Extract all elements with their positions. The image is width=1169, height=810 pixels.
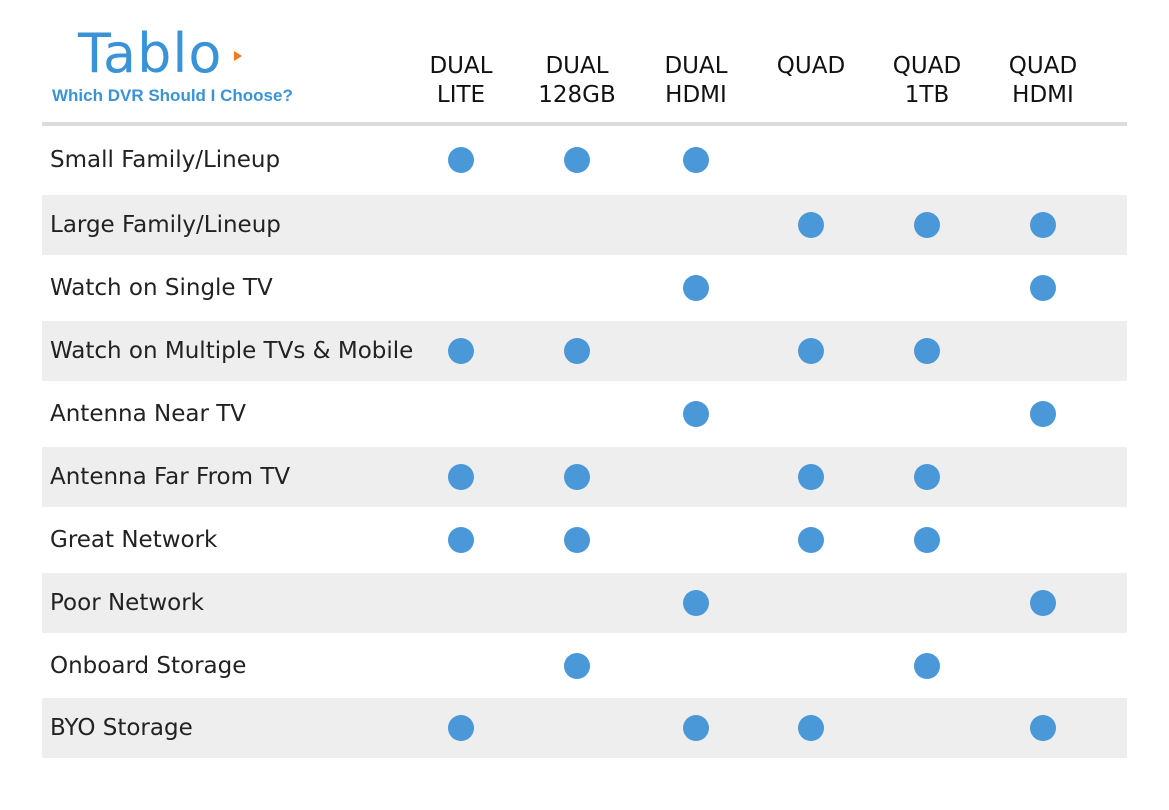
row-label: Onboard Storage xyxy=(50,652,247,679)
row-label: Large Family/Lineup xyxy=(50,212,281,238)
recommended-dot-icon xyxy=(564,652,590,679)
table-row: Antenna Near TV xyxy=(42,381,1127,447)
recommended-dot-icon xyxy=(914,527,940,553)
table-row: Great Network xyxy=(42,507,1127,573)
table-row: Watch on Single TV xyxy=(42,255,1127,321)
column-header: DUAL LITE xyxy=(401,52,521,110)
recommended-dot-icon xyxy=(1030,401,1056,427)
table-row: Onboard Storage xyxy=(42,633,1127,698)
recommended-dot-icon xyxy=(683,147,709,173)
table-row: BYO Storage xyxy=(42,698,1127,758)
row-label: BYO Storage xyxy=(50,715,193,741)
recommended-dot-icon xyxy=(798,212,824,238)
column-header-line1: QUAD xyxy=(892,53,962,79)
header-divider xyxy=(42,122,1127,126)
recommended-dot-icon xyxy=(564,527,590,553)
column-header-line1: DUAL xyxy=(429,53,493,79)
recommended-dot-icon xyxy=(1030,590,1056,616)
column-header: QUAD xyxy=(751,52,871,81)
recommended-dot-icon xyxy=(798,464,824,490)
logo-text: Tablo xyxy=(78,22,223,85)
column-header-line2: 1TB xyxy=(904,82,950,108)
column-header-line1: QUAD xyxy=(776,53,846,79)
recommended-dot-icon xyxy=(683,401,709,427)
column-header-line1: DUAL xyxy=(664,53,728,79)
column-header-line1: DUAL xyxy=(545,53,609,79)
recommended-dot-icon xyxy=(1030,275,1056,301)
column-header-line2: LITE xyxy=(436,82,486,108)
recommended-dot-icon xyxy=(683,715,709,741)
column-header-line2: 128GB xyxy=(538,82,616,108)
recommended-dot-icon xyxy=(798,338,824,364)
column-header-line2: HDMI xyxy=(665,82,727,108)
play-icon xyxy=(229,48,245,64)
column-header: DUAL 128GB xyxy=(517,52,637,110)
row-label: Poor Network xyxy=(50,590,204,616)
tablo-logo: Tablo xyxy=(78,26,268,82)
recommended-dot-icon xyxy=(448,527,474,553)
column-header-line2: HDMI xyxy=(1012,82,1074,108)
table-row: Watch on Multiple TVs & Mobile xyxy=(42,321,1127,381)
recommended-dot-icon xyxy=(914,212,940,238)
row-label: Watch on Multiple TVs & Mobile xyxy=(50,338,414,364)
column-header: DUAL HDMI xyxy=(636,52,756,110)
recommended-dot-icon xyxy=(448,147,474,173)
table-row: Antenna Far From TV xyxy=(42,447,1127,507)
recommended-dot-icon xyxy=(1030,212,1056,238)
row-label: Great Network xyxy=(50,527,218,553)
recommended-dot-icon xyxy=(914,652,940,679)
column-header: QUAD HDMI xyxy=(983,52,1103,110)
table-row: Small Family/Lineup xyxy=(42,129,1127,191)
table-row: Poor Network xyxy=(42,573,1127,633)
recommended-dot-icon xyxy=(798,715,824,741)
recommended-dot-icon xyxy=(448,338,474,364)
recommended-dot-icon xyxy=(564,338,590,364)
column-header-line1: QUAD xyxy=(1008,53,1078,79)
table-row: Large Family/Lineup xyxy=(42,195,1127,255)
page-subtitle: Which DVR Should I Choose? xyxy=(52,86,293,105)
recommended-dot-icon xyxy=(448,715,474,741)
row-label: Antenna Far From TV xyxy=(50,464,291,490)
recommended-dot-icon xyxy=(798,527,824,553)
column-header: QUAD 1TB xyxy=(867,52,987,110)
recommended-dot-icon xyxy=(683,275,709,301)
recommended-dot-icon xyxy=(564,147,590,173)
recommended-dot-icon xyxy=(564,464,590,490)
recommended-dot-icon xyxy=(1030,715,1056,741)
recommended-dot-icon xyxy=(914,338,940,364)
recommended-dot-icon xyxy=(914,464,940,490)
recommended-dot-icon xyxy=(448,464,474,490)
row-label: Antenna Near TV xyxy=(50,401,247,427)
row-label: Small Family/Lineup xyxy=(50,147,281,173)
row-label: Watch on Single TV xyxy=(50,275,273,301)
recommended-dot-icon xyxy=(683,590,709,616)
